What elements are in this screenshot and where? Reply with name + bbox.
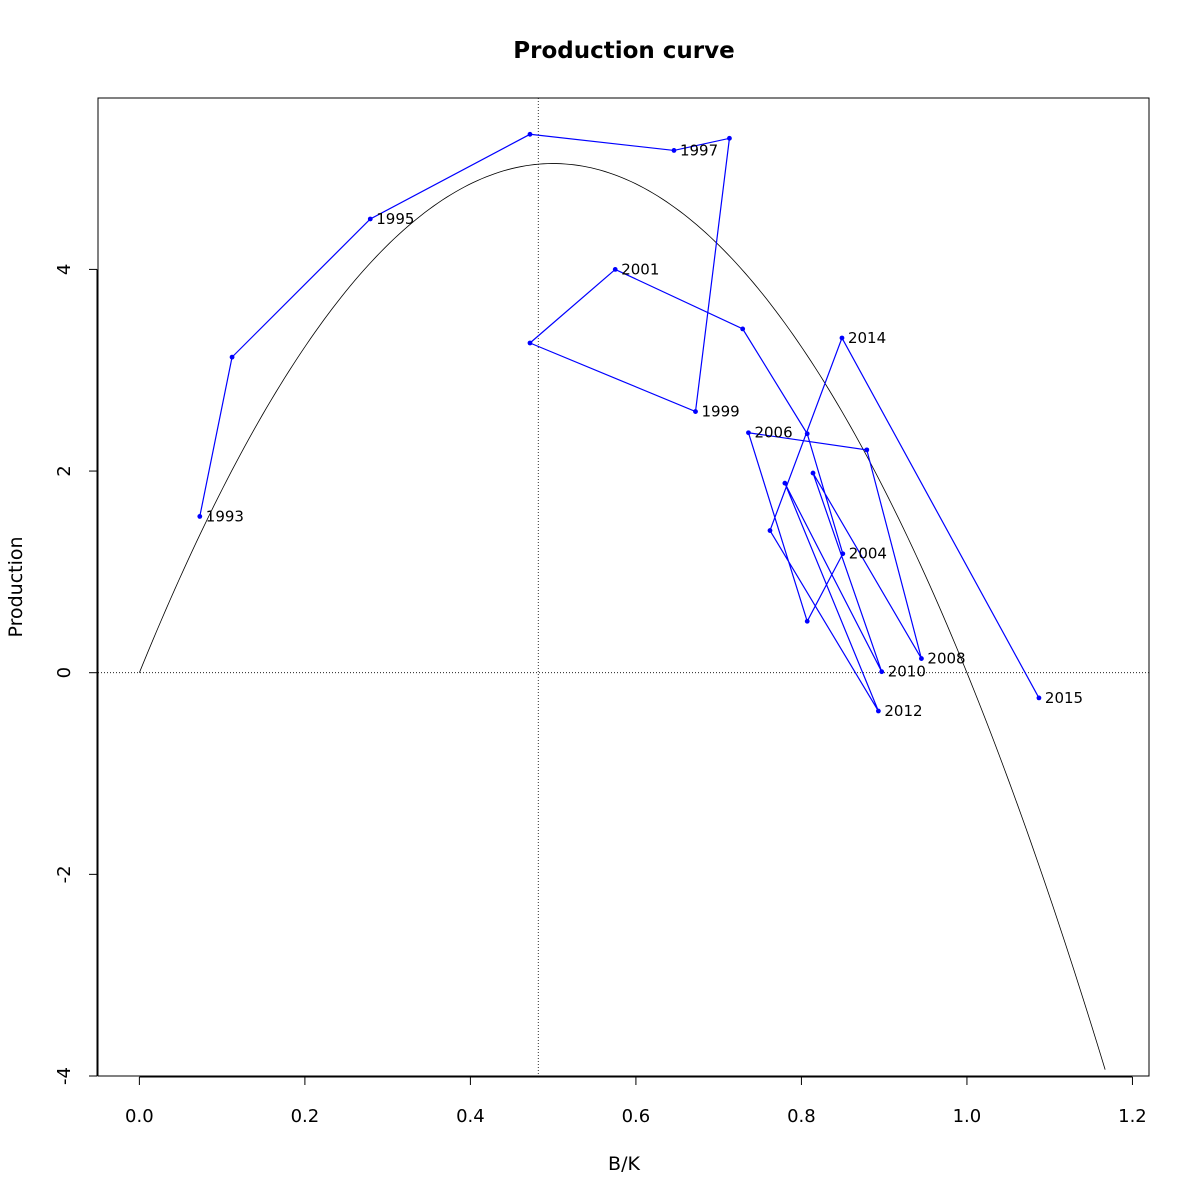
data-point-2006 (746, 430, 751, 436)
point-label-1999: 1999 (701, 403, 739, 421)
data-point-2004 (840, 551, 846, 557)
point-label-2008: 2008 (927, 650, 965, 668)
data-point-1996 (527, 131, 533, 137)
x-tick-label: 0.4 (456, 1106, 485, 1127)
data-point-2001 (612, 267, 618, 272)
x-tick-label: 1.0 (953, 1106, 982, 1127)
data-point-2014 (839, 335, 845, 341)
y-axis-label: Production (5, 536, 27, 637)
series-line (199, 133, 1040, 712)
point-label-1993: 1993 (206, 507, 244, 525)
x-tick-label: 0.8 (787, 1106, 816, 1127)
y-tick-label: -2 (54, 865, 75, 883)
point-label-2010: 2010 (888, 663, 926, 681)
series-layer (197, 131, 1042, 714)
data-point-1997 (671, 148, 677, 153)
production-curve-line (139, 163, 1106, 1070)
plot-frame (97, 97, 1150, 1077)
point-label-2004: 2004 (849, 545, 887, 563)
point-label-1997: 1997 (680, 141, 718, 159)
data-point-1994 (229, 354, 235, 360)
data-point-2002 (740, 326, 746, 332)
point-label-2006: 2006 (754, 424, 792, 442)
x-tick-label: 1.2 (1118, 1106, 1147, 1127)
production-curve-layer (139, 163, 1106, 1070)
x-axis: 0.0 0.2 0.4 0.6 0.8 1.0 1.2 (125, 1076, 1147, 1127)
y-tick-label: 0 (54, 667, 75, 678)
point-label-1995: 1995 (376, 210, 414, 228)
data-point-2012 (875, 708, 881, 714)
data-point-2009 (810, 470, 816, 476)
data-point-1999 (693, 409, 698, 414)
point-label-2014: 2014 (848, 329, 886, 347)
point-label-2001: 2001 (621, 260, 659, 278)
point-label-2015: 2015 (1045, 689, 1083, 707)
point-label-2012: 2012 (884, 702, 922, 720)
reference-lines (98, 98, 1149, 1076)
data-point-1995 (367, 216, 373, 222)
data-point-1993 (197, 514, 203, 519)
data-point-2007 (864, 447, 870, 453)
y-axis: -4 -2 0 2 4 (54, 264, 98, 1085)
x-tick-label: 0.6 (622, 1106, 651, 1127)
x-tick-label: 0.2 (291, 1106, 320, 1127)
data-point-2008 (919, 656, 924, 661)
y-tick-label: -4 (54, 1067, 75, 1085)
y-tick-label: 4 (54, 264, 75, 275)
x-axis-label: B/K (608, 1153, 640, 1175)
data-point-2000 (527, 340, 533, 346)
x-tick-label: 0.0 (125, 1106, 154, 1127)
data-point-2013 (767, 528, 773, 533)
data-point-1998 (727, 135, 732, 141)
chart-title: Production curve (513, 38, 734, 64)
data-point-2015 (1036, 695, 1042, 701)
data-point-2005 (804, 618, 810, 624)
data-point-2011 (782, 480, 788, 486)
y-tick-label: 2 (54, 465, 75, 476)
data-point-2003 (804, 431, 810, 437)
data-point-2010 (879, 669, 885, 675)
